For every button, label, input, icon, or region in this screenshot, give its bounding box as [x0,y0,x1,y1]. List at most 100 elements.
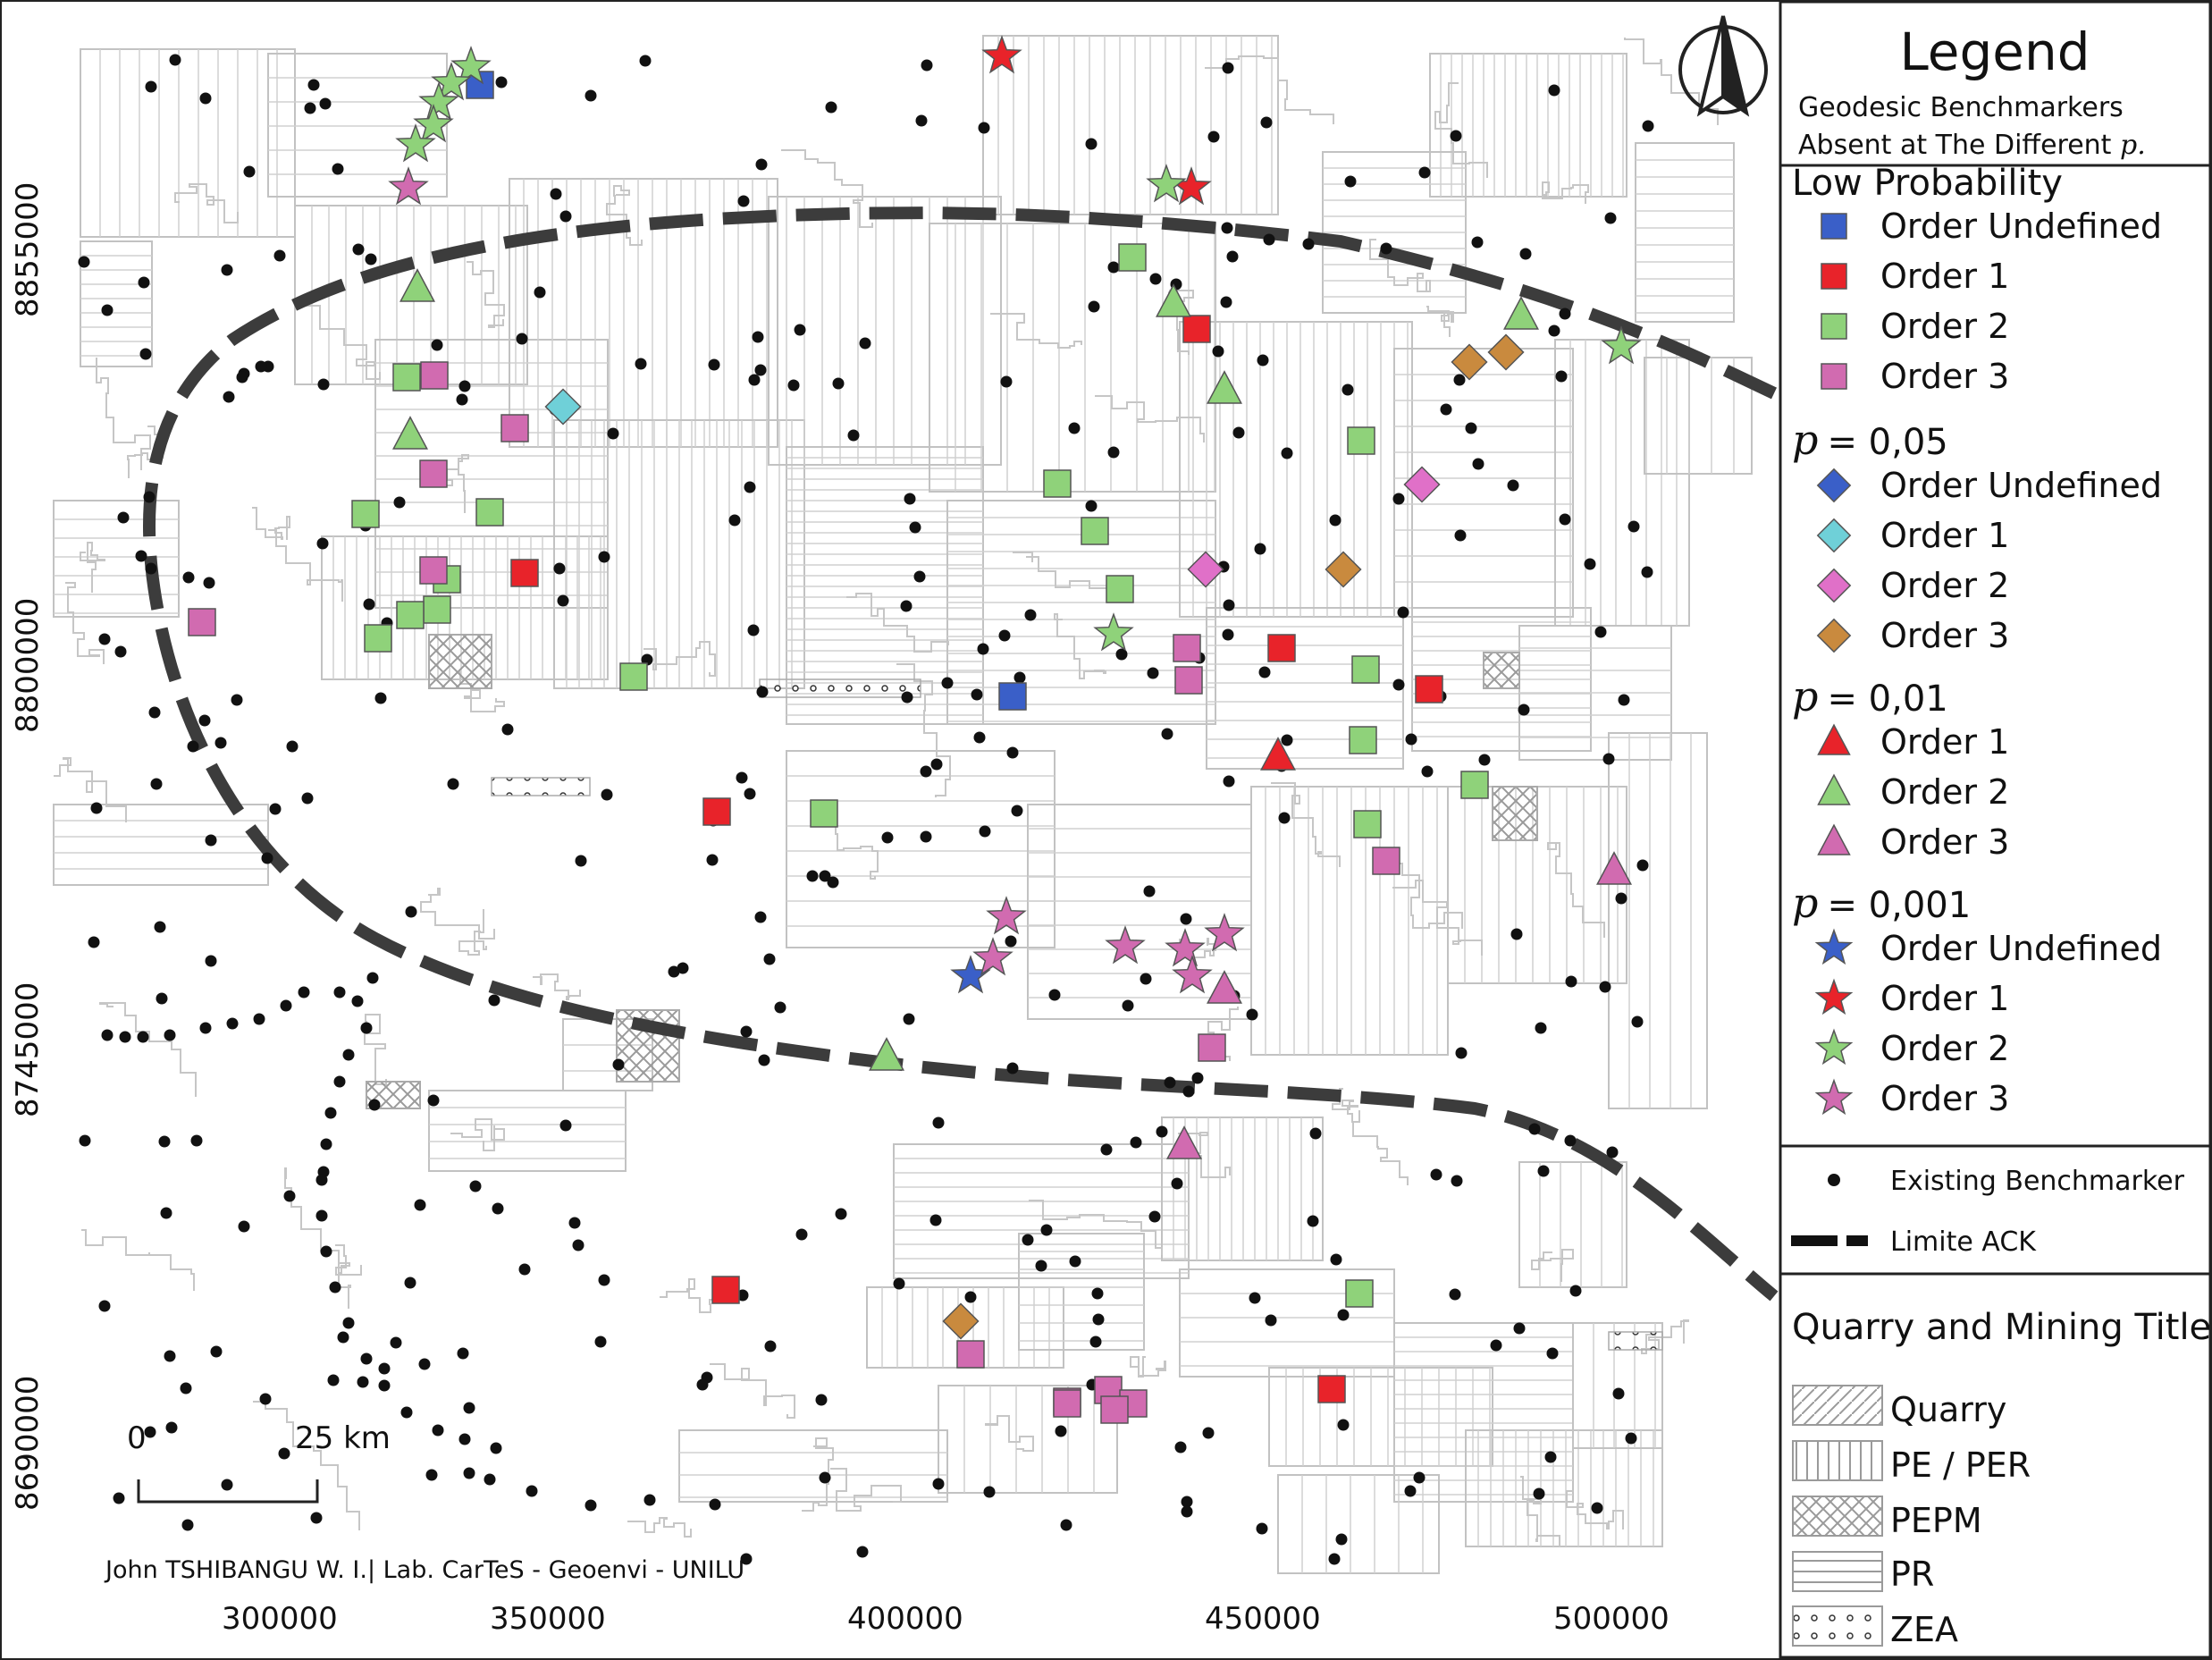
zea-patch [1608,1331,1663,1351]
existing-benchmarker-dot [1068,422,1081,434]
absent-benchmarker-square [1347,426,1375,455]
x-tick-label: 400000 [847,1601,963,1637]
parcel-edge [1624,38,1719,125]
existing-benchmarker-dot [601,788,613,801]
existing-benchmarker-dot [1519,248,1532,260]
absent-benchmarker-star [418,81,459,121]
existing-benchmarker-dot [832,377,845,390]
existing-benchmarker-dot [1006,746,1019,759]
absent-benchmarker-square [956,1340,985,1369]
parcel-edge [1332,1088,1358,1123]
existing-benchmarker-dot [696,1378,709,1391]
existing-benchmarker-dot [165,1421,178,1434]
existing-benchmarker-dot [568,1217,581,1229]
existing-benchmarker-dot [1181,1505,1193,1518]
existing-benchmarker-dot [352,243,365,256]
absent-benchmarker-star [1204,913,1245,952]
existing-benchmarker-dot [1569,1285,1582,1297]
legend-group-value: = 0,05 [1827,422,1947,463]
parcel-edge [643,641,716,677]
existing-benchmarker-dot [1281,447,1293,459]
parcel-block [53,500,180,618]
legend-item-label: Order 3 [1880,1079,2009,1118]
existing-benchmarker-dot [744,788,756,800]
existing-benchmarker-dot [978,122,990,134]
legend-title: Legend [1899,21,2090,82]
existing-benchmarker-dot [1226,250,1239,263]
existing-benchmarker-dot [158,1135,171,1148]
existing-benchmarker-dot [1330,1253,1342,1266]
absent-benchmarker-square [702,797,731,826]
existing-benchmarker-dot [900,600,913,612]
legend-item-label: Order 2 [1880,1029,2009,1068]
existing-benchmarker-dot [1490,1339,1502,1352]
existing-benchmarker-dot [806,870,819,882]
parcel-block [786,750,1056,948]
existing-benchmarker-dot [1518,704,1530,716]
legend-diamond-symbol [1816,468,1852,503]
absent-benchmarker-star [1093,612,1134,652]
parcel-edge [364,1014,387,1085]
existing-benchmarker-dot [199,92,212,105]
existing-benchmarker-dot [78,256,90,268]
parcel-edge [296,305,381,380]
existing-benchmarker-dot [337,1331,349,1344]
parcel-edge [1130,1356,1166,1378]
legend-star-symbol [1814,1028,1854,1066]
existing-benchmarker-dot [1143,885,1156,897]
absent-benchmarker-diamond [942,1302,980,1340]
legend-item-label: Order 1 [1880,979,2009,1018]
existing-benchmarker-dot [1559,513,1571,526]
existing-benchmarker-dot [1454,529,1467,542]
y-tick-label: 8800000 [10,598,46,733]
existing-benchmarker-dot [316,537,329,550]
absent-benchmarker-square [351,500,380,528]
existing-benchmarker-dot [612,1058,625,1071]
existing-benchmarker-dot [1421,765,1434,778]
existing-benchmarker-dot [492,1202,504,1215]
existing-benchmarker-dot [964,1291,977,1303]
existing-benchmarker-dot [1156,1125,1168,1138]
existing-benchmarker-dot [226,1017,239,1030]
absent-benchmarker-square [810,799,838,828]
existing-benchmarker-dot [1085,138,1098,150]
existing-benchmarker-dot [1055,1425,1067,1437]
parcel-edge [1426,306,1454,337]
existing-benchmarker-dot [1328,1553,1341,1565]
legend-square-symbol [1821,363,1847,390]
existing-benchmarker-dot [932,1116,945,1129]
existing-benchmarker-dot [1440,403,1452,416]
existing-benchmarker-dot [1220,296,1232,308]
existing-benchmarker-dot [559,1119,572,1132]
existing-benchmarker-dot [929,1214,942,1226]
pr-swatch [1792,1551,1883,1592]
existing-benchmarker-dot [1223,775,1235,788]
quarry-swatch [1792,1385,1883,1426]
existing-benchmarker-dot [1631,1015,1644,1028]
existing-benchmarker-dot [737,195,750,207]
existing-benchmarker-dot [1223,599,1235,611]
legend-item-label: Order Undefined [1880,466,2162,505]
existing-benchmarker-dot [932,1478,945,1490]
existing-benchmarker-dot [98,633,111,645]
existing-benchmarker-dot [1263,233,1275,246]
parcel-block [1161,1116,1324,1261]
absent-benchmarker-star [972,937,1013,976]
existing-benchmarker-dot [101,304,114,316]
existing-benchmarker-dot [150,778,163,790]
absent-benchmarker-square [1106,575,1134,603]
parcel-block [267,53,448,198]
existing-benchmarker-dot [181,1519,194,1531]
parcel-edge [990,313,1082,349]
existing-benchmarker-dot [1040,1224,1053,1236]
parcel-edge [606,185,643,246]
existing-benchmarker-dot [748,374,761,386]
existing-benchmarker-dot [357,1376,369,1388]
existing-benchmarker-dot [119,1031,131,1043]
parcel-edge [80,542,105,593]
existing-benchmarker-dot [1430,1168,1442,1181]
existing-benchmarker-dot [145,562,157,575]
absent-benchmarker-triangle [1166,1125,1202,1159]
existing-benchmarker-dot [298,986,310,999]
legend-item-label: Order 1 [1880,722,2009,762]
